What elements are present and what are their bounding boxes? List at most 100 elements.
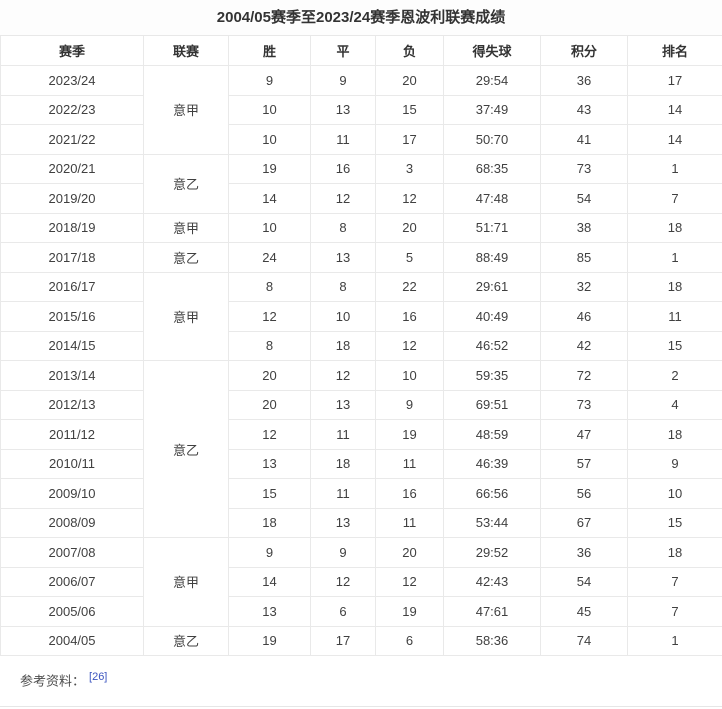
table-row: 2015/16 12 10 16 40:49 46 11 xyxy=(0,301,722,332)
column-header-7: 排名 xyxy=(627,36,722,66)
cell-points: 46 xyxy=(540,301,628,332)
cell-goals-for-against: 68:35 xyxy=(443,153,541,184)
column-header-3: 平 xyxy=(310,36,376,66)
table-row: 2020/21 意乙 19 16 3 68:35 73 1 xyxy=(0,153,722,214)
cell-goals-for-against: 29:52 xyxy=(443,537,541,568)
cell-season: 2008/09 xyxy=(0,507,144,538)
cell-rank: 18 xyxy=(627,271,722,302)
table-row: 2019/20 14 12 12 47:48 54 7 xyxy=(0,183,722,214)
cell-rank: 10 xyxy=(627,478,722,509)
cell-draws: 18 xyxy=(310,330,376,361)
cell-rank: 1 xyxy=(627,153,722,184)
cell-draws: 9 xyxy=(310,537,376,568)
cell-wins: 19 xyxy=(228,625,311,656)
cell-points: 38 xyxy=(540,212,628,243)
cell-season: 2017/18 xyxy=(0,242,144,273)
cell-season: 2022/23 xyxy=(0,94,144,125)
cell-league: 意乙 xyxy=(143,242,229,273)
cell-season: 2010/11 xyxy=(0,448,144,479)
cell-draws: 8 xyxy=(310,212,376,243)
cell-wins: 9 xyxy=(228,65,311,96)
cell-losses: 10 xyxy=(375,360,444,391)
cell-points: 57 xyxy=(540,448,628,479)
table-row: 2005/06 13 6 19 47:61 45 7 xyxy=(0,596,722,627)
cell-draws: 16 xyxy=(310,153,376,184)
column-header-5: 得失球 xyxy=(443,36,541,66)
cell-points: 32 xyxy=(540,271,628,302)
cell-wins: 10 xyxy=(228,212,311,243)
cell-losses: 9 xyxy=(375,389,444,420)
cell-season: 2011/12 xyxy=(0,419,144,450)
cell-draws: 13 xyxy=(310,94,376,125)
cell-points: 74 xyxy=(540,625,628,656)
cell-losses: 12 xyxy=(375,183,444,214)
cell-goals-for-against: 50:70 xyxy=(443,124,541,155)
cell-league: 意乙 xyxy=(143,360,229,538)
league-results-table: 赛季 联赛胜平负得失球 积分 排名 2023/24 意甲 9 9 20 29:54 36 17 202… xyxy=(0,36,722,656)
cell-points: 72 xyxy=(540,360,628,391)
cell-rank: 2 xyxy=(627,360,722,391)
cell-points: 41 xyxy=(540,124,628,155)
cell-goals-for-against: 69:51 xyxy=(443,389,541,420)
cell-season: 2007/08 xyxy=(0,537,144,568)
cell-wins: 24 xyxy=(228,242,311,273)
cell-goals-for-against: 29:61 xyxy=(443,271,541,302)
cell-points: 54 xyxy=(540,566,628,597)
column-header-1: 联赛 xyxy=(143,36,229,66)
cell-draws: 11 xyxy=(310,124,376,155)
cell-draws: 13 xyxy=(310,389,376,420)
cell-points: 56 xyxy=(540,478,628,509)
table-row: 2018/19 意甲 10 8 20 51:71 38 18 xyxy=(0,212,722,243)
cell-rank: 4 xyxy=(627,389,722,420)
cell-rank: 1 xyxy=(627,242,722,273)
cell-losses: 19 xyxy=(375,419,444,450)
cell-rank: 1 xyxy=(627,625,722,656)
cell-league: 意甲 xyxy=(143,65,229,155)
cell-points: 43 xyxy=(540,94,628,125)
cell-wins: 20 xyxy=(228,389,311,420)
cell-losses: 20 xyxy=(375,65,444,96)
cell-losses: 3 xyxy=(375,153,444,184)
cell-league: 意乙 xyxy=(143,153,229,214)
cell-draws: 17 xyxy=(310,625,376,656)
cell-draws: 12 xyxy=(310,183,376,214)
cell-points: 45 xyxy=(540,596,628,627)
table-body: 2023/24 意甲 9 9 20 29:54 36 17 2022/23 10 13 15 37:49… xyxy=(0,65,722,656)
reference-row: 参考资料： [26] xyxy=(20,668,722,690)
cell-rank: 18 xyxy=(627,419,722,450)
cell-season: 2004/05 xyxy=(0,625,144,656)
cell-season: 2019/20 xyxy=(0,183,144,214)
cell-losses: 5 xyxy=(375,242,444,273)
table-row: 2009/10 15 11 16 66:56 56 10 xyxy=(0,478,722,509)
cell-season: 2006/07 xyxy=(0,566,144,597)
reference-link[interactable]: [26] xyxy=(89,671,108,683)
cell-points: 73 xyxy=(540,389,628,420)
cell-losses: 20 xyxy=(375,212,444,243)
cell-wins: 8 xyxy=(228,271,311,302)
cell-rank: 7 xyxy=(627,596,722,627)
cell-goals-for-against: 48:59 xyxy=(443,419,541,450)
cell-rank: 7 xyxy=(627,183,722,214)
cell-wins: 9 xyxy=(228,537,311,568)
cell-points: 85 xyxy=(540,242,628,273)
cell-wins: 15 xyxy=(228,478,311,509)
table-row: 2014/15 8 18 12 46:52 42 15 xyxy=(0,330,722,361)
table-row: 2011/12 12 11 19 48:59 47 18 xyxy=(0,419,722,450)
cell-season: 2009/10 xyxy=(0,478,144,509)
cell-rank: 9 xyxy=(627,448,722,479)
cell-draws: 11 xyxy=(310,478,376,509)
table-row: 2013/14 意乙 20 12 10 59:35 72 2 xyxy=(0,360,722,538)
cell-wins: 12 xyxy=(228,419,311,450)
cell-wins: 10 xyxy=(228,94,311,125)
cell-points: 36 xyxy=(540,537,628,568)
cell-wins: 18 xyxy=(228,507,311,538)
cell-draws: 10 xyxy=(310,301,376,332)
cell-rank: 15 xyxy=(627,330,722,361)
cell-wins: 13 xyxy=(228,596,311,627)
cell-draws: 9 xyxy=(310,65,376,96)
cell-goals-for-against: 46:52 xyxy=(443,330,541,361)
cell-draws: 6 xyxy=(310,596,376,627)
cell-rank: 14 xyxy=(627,124,722,155)
cell-goals-for-against: 66:56 xyxy=(443,478,541,509)
